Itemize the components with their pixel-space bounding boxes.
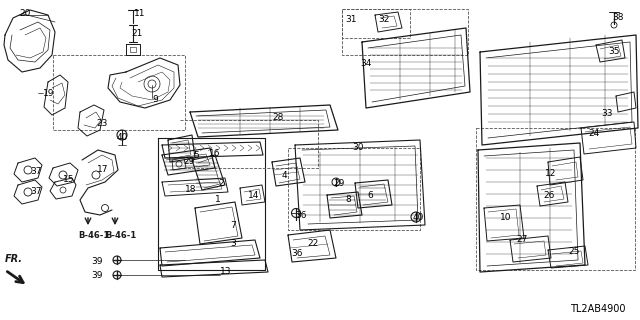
Text: 15: 15: [63, 175, 74, 185]
Text: 21: 21: [131, 28, 142, 37]
Text: 2: 2: [218, 179, 223, 188]
Text: 9: 9: [152, 95, 157, 105]
Text: 14: 14: [248, 190, 259, 199]
Text: 40: 40: [117, 133, 129, 142]
Text: 37: 37: [30, 167, 42, 177]
Text: 6: 6: [367, 191, 372, 201]
Text: 32: 32: [378, 15, 389, 25]
Text: 36: 36: [291, 250, 303, 259]
Text: 23: 23: [96, 118, 108, 127]
Text: 17: 17: [97, 165, 109, 174]
Text: 37: 37: [30, 188, 42, 196]
Text: 1: 1: [215, 196, 221, 204]
Text: 36: 36: [295, 212, 307, 220]
Text: 39: 39: [91, 270, 102, 279]
Text: 38: 38: [612, 12, 623, 21]
Text: 34: 34: [360, 59, 371, 68]
Text: 5: 5: [193, 150, 199, 159]
Text: B-46-1: B-46-1: [78, 231, 109, 240]
Text: 20: 20: [19, 10, 30, 19]
Text: B-46-1: B-46-1: [105, 231, 136, 240]
Text: 7: 7: [230, 220, 236, 229]
Text: 19: 19: [43, 89, 54, 98]
Text: 39: 39: [91, 257, 102, 266]
Text: 27: 27: [516, 236, 527, 244]
Text: 10: 10: [500, 213, 511, 222]
Text: 13: 13: [220, 268, 232, 276]
Text: 29: 29: [183, 157, 195, 166]
Text: 30: 30: [352, 143, 364, 153]
Text: 8: 8: [345, 196, 351, 204]
Text: 12: 12: [545, 169, 556, 178]
Text: 33: 33: [601, 108, 612, 117]
Text: 40: 40: [413, 213, 424, 222]
Text: 28: 28: [272, 114, 284, 123]
Text: FR.: FR.: [5, 254, 23, 264]
Text: 11: 11: [134, 10, 145, 19]
Text: 22: 22: [307, 239, 318, 249]
Text: TL2AB4900: TL2AB4900: [570, 304, 625, 314]
Text: 18: 18: [185, 186, 196, 195]
Text: 31: 31: [345, 15, 356, 25]
Text: 16: 16: [209, 148, 221, 157]
Text: 24: 24: [588, 129, 599, 138]
Text: 3: 3: [230, 239, 236, 249]
Text: 35: 35: [608, 47, 620, 57]
Text: 26: 26: [543, 190, 554, 199]
Text: 4: 4: [282, 171, 287, 180]
Text: 29: 29: [333, 179, 344, 188]
Text: 25: 25: [568, 247, 579, 257]
